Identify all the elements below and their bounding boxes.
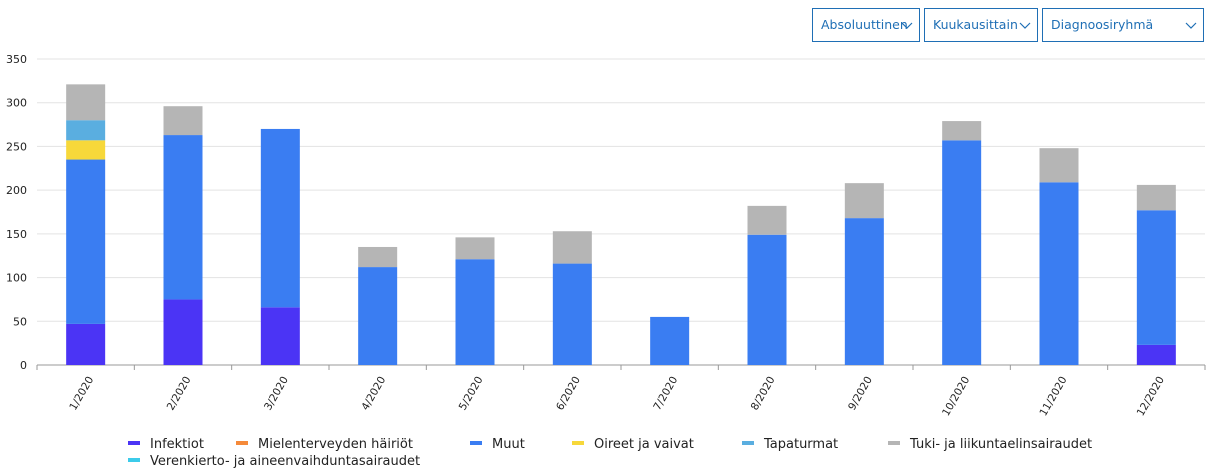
- bar-segment: [1136, 210, 1176, 345]
- y-tick-label: 0: [20, 359, 27, 372]
- legend-item[interactable]: Oireet ja vaivat: [572, 437, 694, 453]
- chevron-down-icon: [901, 22, 913, 29]
- bar-segment: [650, 316, 690, 365]
- legend-swatch: [742, 440, 754, 445]
- legend-swatch: [128, 440, 140, 445]
- stacked-bar-chart: 0 50 100 150 200 250 300 350 1/2020 2/2020 3/2020 4…: [6, 53, 1206, 419]
- bar-segment: [844, 218, 884, 365]
- x-tick-label: 6/2020: [554, 375, 583, 413]
- legend-swatch: [572, 440, 584, 445]
- bar-segment: [942, 140, 982, 365]
- legend-label: Tapaturmat: [764, 437, 839, 452]
- legend-swatch: [236, 440, 248, 445]
- bar-segment: [844, 183, 884, 219]
- x-tick-label: 5/2020: [457, 375, 486, 413]
- scale-dropdown-label: Absoluuttinen: [821, 17, 908, 32]
- group-dropdown[interactable]: Diagnoosiryhmä: [1042, 8, 1204, 42]
- bar-segment: [552, 263, 592, 365]
- bar-segment: [66, 120, 106, 141]
- x-tick-label: 11/2020: [1037, 375, 1069, 419]
- y-tick-label: 350: [6, 53, 27, 66]
- bar-segment: [163, 135, 203, 300]
- legend-label: Infektiot: [150, 437, 204, 452]
- bar-segment: [358, 246, 398, 268]
- bar-segment: [747, 205, 787, 235]
- bar-segment: [1039, 182, 1079, 365]
- legend-swatch: [470, 440, 482, 445]
- bar-segment: [66, 159, 106, 324]
- bar-segment: [455, 259, 495, 365]
- legend-label: Oireet ja vaivat: [594, 437, 694, 452]
- legend-label: Muut: [492, 437, 525, 452]
- x-tick-label: 7/2020: [651, 375, 680, 413]
- bar-segment: [163, 299, 203, 365]
- bar-segment: [747, 234, 787, 365]
- scale-dropdown[interactable]: Absoluuttinen: [812, 8, 920, 42]
- bar-segment: [260, 307, 300, 365]
- bar-segment: [66, 140, 106, 160]
- x-tick-label: 10/2020: [940, 375, 972, 419]
- x-tick-label: 2/2020: [165, 375, 194, 413]
- legend-item[interactable]: Tapaturmat: [742, 437, 838, 453]
- x-tick-label: 3/2020: [262, 375, 291, 413]
- bar-segment: [260, 128, 300, 308]
- chevron-down-icon: [1019, 22, 1031, 29]
- bar-segment: [66, 323, 106, 365]
- group-dropdown-label: Diagnoosiryhmä: [1051, 17, 1154, 32]
- legend-label: Verenkierto- ja aineenvaihduntasairaudet: [150, 454, 421, 469]
- period-dropdown-label: Kuukausittain: [933, 17, 1018, 32]
- legend-item[interactable]: Muut: [470, 437, 525, 453]
- x-tick-label: 8/2020: [749, 375, 778, 413]
- bar-segment: [1136, 344, 1176, 365]
- x-tick-label: 9/2020: [846, 375, 875, 413]
- y-tick-label: 250: [6, 140, 27, 153]
- bar-segment: [358, 267, 398, 365]
- bar-segment: [552, 231, 592, 264]
- y-tick-label: 100: [6, 272, 27, 285]
- bar-segment: [1039, 148, 1079, 183]
- legend-item[interactable]: Mielenterveyden häiriöt: [236, 437, 413, 453]
- legend-swatch: [888, 440, 900, 445]
- legend-label: Mielenterveyden häiriöt: [258, 437, 413, 452]
- legend-item[interactable]: Tuki- ja liikuntaelinsairaudet: [888, 437, 1092, 453]
- y-tick-label: 200: [6, 184, 27, 197]
- y-tick-label: 300: [6, 97, 27, 110]
- y-tick-label: 150: [6, 228, 27, 241]
- chevron-down-icon: [1185, 22, 1197, 29]
- y-tick-label: 50: [13, 315, 27, 328]
- legend-item[interactable]: Infektiot: [128, 437, 204, 453]
- x-tick-label: 1/2020: [67, 375, 96, 413]
- x-tick-label: 4/2020: [359, 375, 388, 413]
- bar-segment: [455, 237, 495, 260]
- bar-segment: [942, 121, 982, 141]
- legend-item[interactable]: Verenkierto- ja aineenvaihduntasairaudet: [128, 454, 420, 470]
- bar-segment: [1136, 184, 1176, 211]
- bar-segment: [66, 84, 106, 121]
- legend-swatch: [128, 457, 140, 462]
- period-dropdown[interactable]: Kuukausittain: [924, 8, 1038, 42]
- legend-label: Tuki- ja liikuntaelinsairaudet: [910, 437, 1093, 452]
- bar-segment: [163, 106, 203, 136]
- x-tick-label: 12/2020: [1135, 375, 1167, 419]
